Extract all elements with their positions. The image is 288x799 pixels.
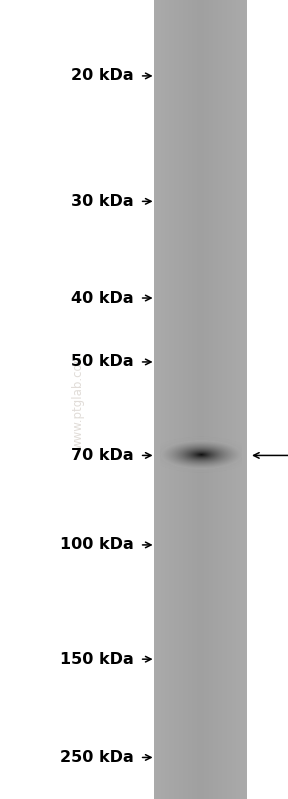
Text: 250 kDa: 250 kDa — [60, 750, 134, 765]
Text: 70 kDa: 70 kDa — [71, 448, 134, 463]
Text: 40 kDa: 40 kDa — [71, 291, 134, 305]
Text: 100 kDa: 100 kDa — [60, 538, 134, 552]
Text: 20 kDa: 20 kDa — [71, 69, 134, 83]
Text: 150 kDa: 150 kDa — [60, 652, 134, 666]
Text: 50 kDa: 50 kDa — [71, 355, 134, 369]
Text: www.ptglab.com: www.ptglab.com — [71, 351, 84, 448]
Text: 30 kDa: 30 kDa — [71, 194, 134, 209]
